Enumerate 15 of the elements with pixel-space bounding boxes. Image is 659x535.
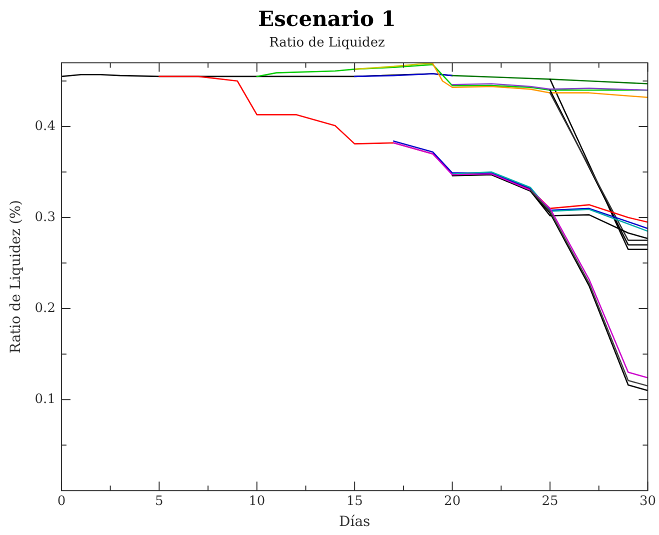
y-tick-label: 0.4 bbox=[34, 118, 56, 134]
chart-subtitle: Ratio de Liquidez bbox=[269, 35, 386, 50]
y-tick-label: 0.1 bbox=[34, 392, 56, 407]
x-tick-label: 0 bbox=[57, 494, 66, 509]
y-tick-label: 0.2 bbox=[34, 300, 56, 316]
x-tick-label: 20 bbox=[444, 494, 461, 509]
x-tick-label: 15 bbox=[346, 494, 363, 509]
x-tick-label: 25 bbox=[542, 494, 558, 509]
x-axis-title: Días bbox=[338, 514, 370, 530]
y-tick-label: 0.3 bbox=[34, 210, 56, 225]
x-tick-label: 10 bbox=[248, 494, 266, 509]
y-axis-title: Ratio de Liquidez (%) bbox=[8, 200, 24, 354]
chart-title: Escenario 1 bbox=[258, 6, 396, 32]
x-tick-label: 5 bbox=[155, 494, 164, 509]
x-tick-label: 30 bbox=[639, 494, 656, 509]
